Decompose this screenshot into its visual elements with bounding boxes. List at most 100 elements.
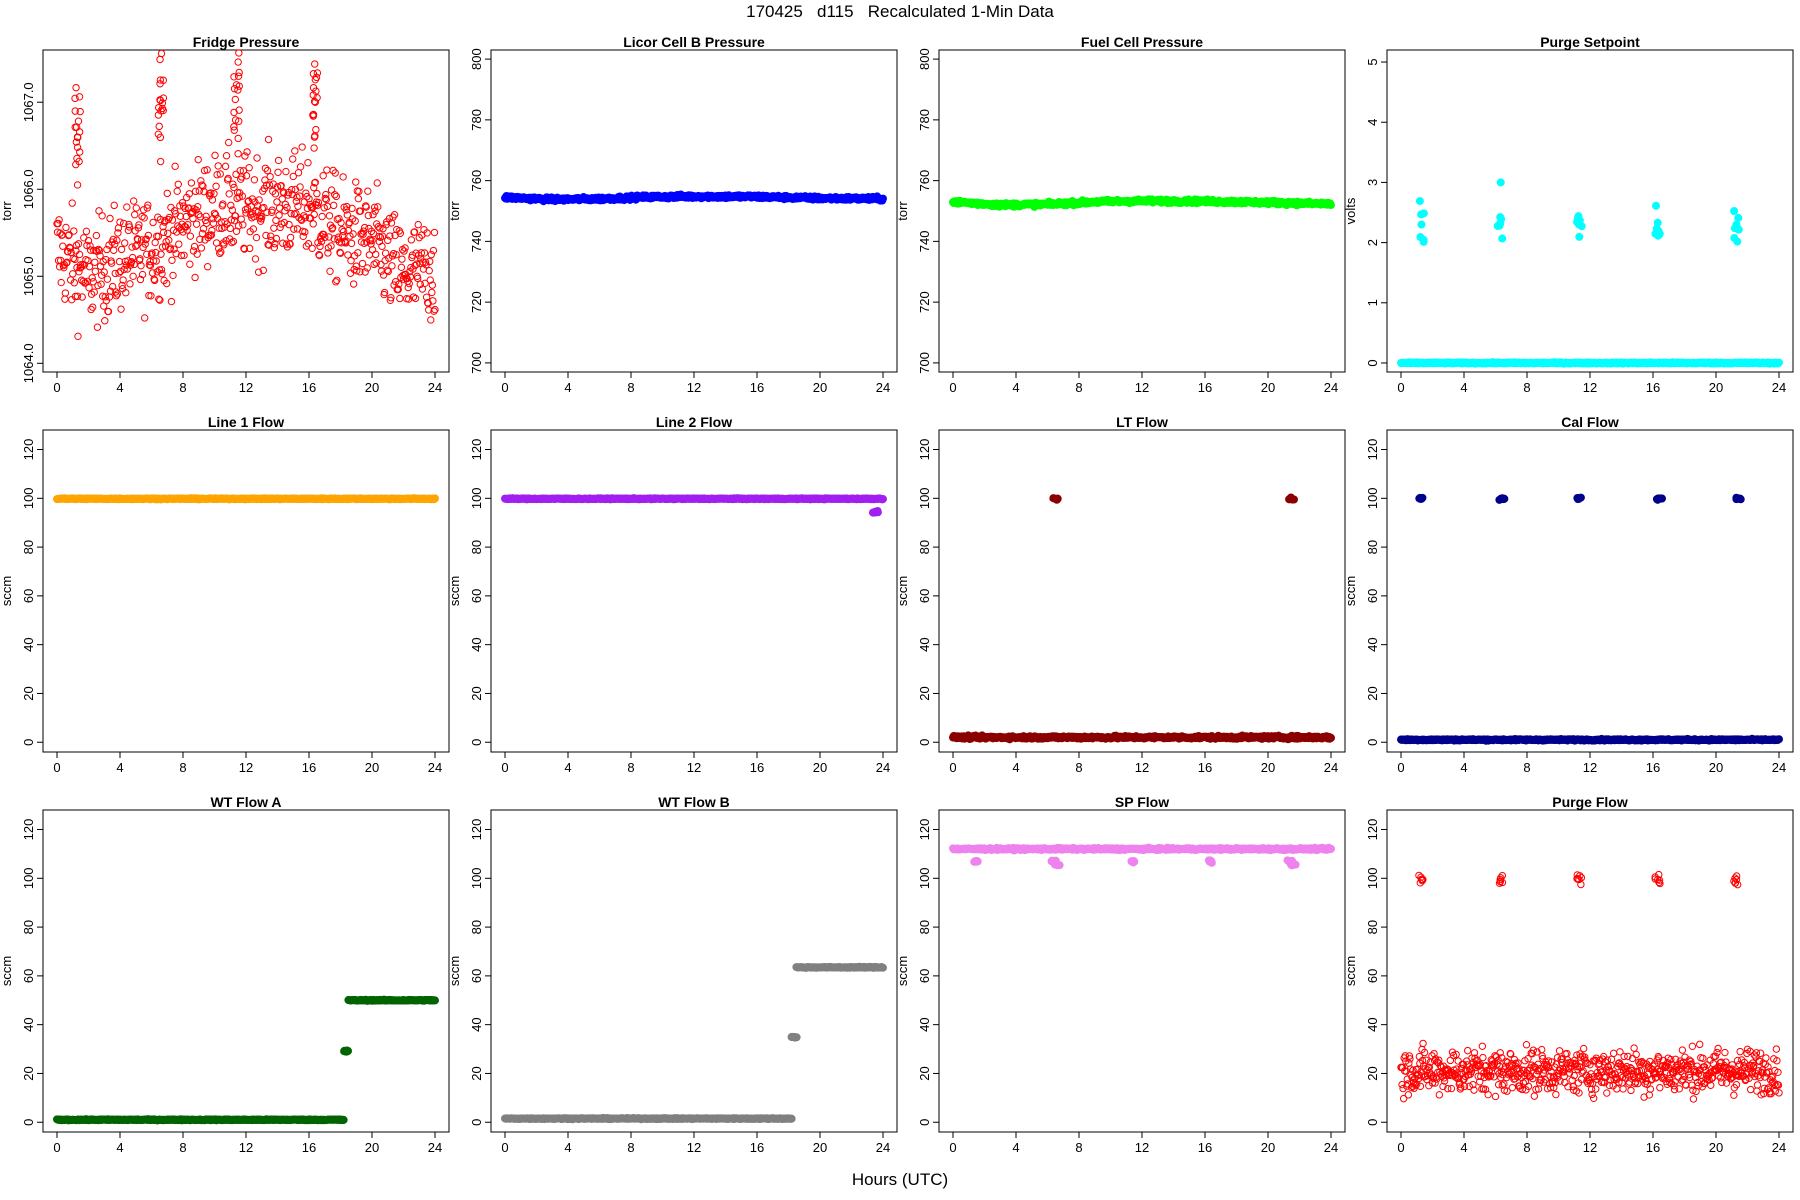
data-point — [353, 267, 361, 275]
data-point — [238, 192, 247, 200]
data-point — [339, 173, 347, 181]
x-tick-label: 12 — [1135, 380, 1149, 395]
y-tick-label: 20 — [917, 686, 932, 700]
x-tick-label: 16 — [750, 760, 764, 775]
x-tick-label: 8 — [179, 760, 186, 775]
data-point — [368, 246, 377, 254]
x-tick-label: 20 — [365, 760, 379, 775]
y-tick-label: 60 — [21, 969, 36, 983]
data-point — [176, 212, 185, 221]
data-point — [177, 251, 186, 260]
data-point — [175, 240, 183, 248]
y-axis-label: torr — [0, 201, 14, 221]
data-point — [400, 247, 408, 255]
data-point — [104, 307, 113, 316]
y-tick-label: 40 — [21, 637, 36, 651]
data-point — [312, 73, 321, 82]
data-point — [347, 239, 356, 247]
data-point — [228, 238, 236, 247]
data-point — [72, 123, 81, 131]
data-point — [75, 250, 84, 259]
data-point — [112, 292, 121, 300]
data-point — [76, 148, 84, 156]
x-tick-label: 8 — [179, 380, 186, 395]
data-point — [192, 220, 201, 228]
data-point — [308, 244, 316, 252]
data-point — [187, 179, 196, 187]
data-point — [230, 85, 239, 93]
data-point — [149, 257, 158, 265]
panel-title: Line 1 Flow — [208, 414, 284, 430]
y-tick-label: 720 — [917, 291, 932, 313]
data-point — [430, 228, 439, 237]
data-point — [304, 240, 313, 248]
data-point — [159, 94, 168, 102]
data-point — [326, 221, 335, 229]
data-point — [89, 303, 97, 311]
data-point — [211, 151, 219, 160]
x-tick-label: 4 — [1012, 380, 1019, 395]
data-point — [411, 261, 419, 270]
data-point — [1734, 225, 1743, 234]
data-point — [113, 290, 122, 298]
data-point — [159, 228, 168, 237]
data-point — [235, 193, 243, 201]
data-point — [401, 244, 409, 252]
data-point — [74, 332, 82, 341]
data-point — [426, 276, 434, 284]
data-point — [1651, 229, 1660, 238]
data-point — [1419, 235, 1428, 244]
data-point — [390, 210, 399, 219]
y-tick-label: 1067.0 — [21, 82, 36, 122]
data-point — [115, 257, 124, 266]
data-point — [386, 232, 394, 240]
data-point — [186, 232, 195, 240]
data-point — [168, 256, 176, 264]
data-point — [343, 211, 352, 219]
data-point — [1498, 234, 1507, 243]
data-point — [230, 183, 238, 192]
data-point — [251, 198, 259, 206]
data-point — [287, 186, 296, 194]
data-point — [194, 155, 202, 164]
data-point — [392, 251, 400, 259]
y-tick-label: 80 — [21, 540, 36, 554]
data-point — [378, 242, 386, 251]
plot-frame — [490, 429, 898, 753]
data-point — [154, 111, 163, 119]
data-point — [274, 168, 282, 176]
data-point — [290, 225, 298, 233]
data-point — [431, 305, 439, 314]
data-point — [313, 69, 322, 77]
data-point — [140, 214, 148, 222]
x-tick-label: 4 — [116, 760, 123, 775]
data-point — [279, 239, 287, 247]
data-point — [142, 235, 150, 243]
data-point — [80, 234, 88, 242]
data-point — [268, 206, 276, 214]
y-tick-label: 80 — [1365, 540, 1380, 554]
y-tick-label: 720 — [469, 291, 484, 313]
data-points — [53, 494, 439, 504]
data-point — [115, 269, 123, 277]
y-axis-label: sccm — [0, 956, 14, 986]
data-point — [227, 216, 236, 224]
data-point — [328, 224, 337, 232]
data-point — [143, 250, 151, 258]
x-tick-label: 4 — [116, 380, 123, 395]
data-point — [145, 261, 154, 269]
panel-title: LT Flow — [1116, 414, 1168, 430]
y-tick-label: 0 — [1365, 359, 1380, 366]
data-point — [1730, 207, 1739, 216]
data-point — [382, 221, 390, 229]
data-point — [153, 268, 161, 276]
data-point — [271, 240, 279, 248]
data-point — [255, 196, 263, 204]
data-point — [83, 241, 91, 250]
data-point — [325, 212, 334, 220]
data-point — [427, 316, 435, 324]
data-point — [234, 72, 243, 80]
